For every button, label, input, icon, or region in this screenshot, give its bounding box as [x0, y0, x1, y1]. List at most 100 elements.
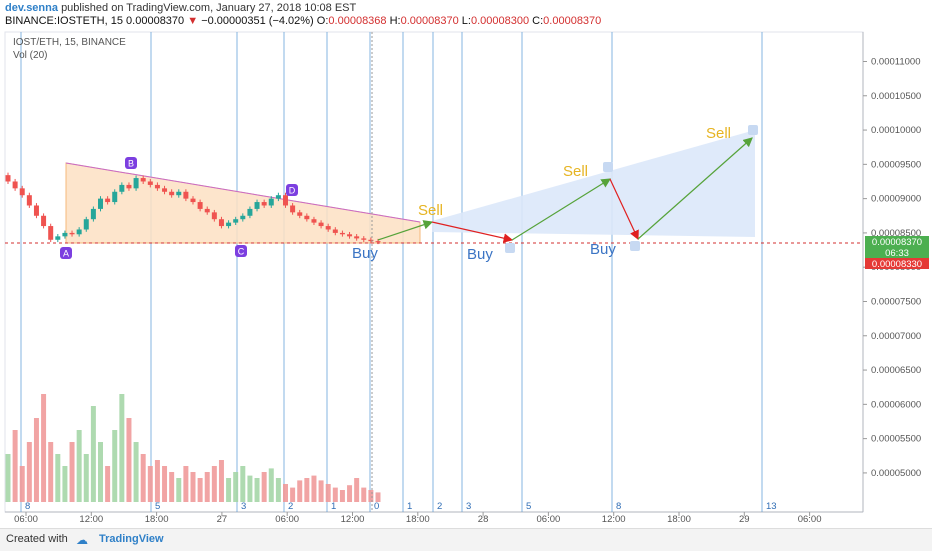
candle-body	[147, 181, 153, 185]
volume-bar	[275, 478, 281, 502]
open-value: 0.00008368	[328, 15, 387, 27]
candle-body	[76, 229, 82, 235]
volume-bar	[12, 430, 18, 502]
low-price-badge-text: 0.00008330	[872, 259, 922, 270]
timer-badge-text: 06:33	[885, 248, 909, 259]
volume-bar	[290, 487, 296, 502]
volume-bar	[247, 475, 253, 502]
candle-body	[204, 208, 210, 213]
footer: Created with ☁ TradingView	[0, 528, 932, 551]
volume-bar	[339, 490, 345, 502]
volume-bar	[90, 406, 96, 502]
fib-zone-count: 8	[25, 501, 30, 512]
volume-bar	[311, 475, 317, 502]
buy-annotation[interactable]: Buy	[467, 246, 493, 263]
open-label: O:	[316, 15, 329, 27]
candle-body	[283, 195, 288, 206]
candle-body	[197, 202, 203, 209]
volume-bar	[304, 478, 310, 502]
volume-bar	[162, 466, 168, 502]
low-label: L:	[461, 15, 471, 27]
volume-bar	[83, 454, 89, 502]
sell-annotation[interactable]: Sell	[418, 202, 443, 219]
price-chart[interactable]: 8 5 3 2 1 0 1 2 3 5 8 13 0.00011000 0.00010500 0.0001…	[0, 0, 932, 528]
volume-bar	[261, 472, 267, 502]
up-arrow	[511, 178, 612, 241]
tradingview-brand-link[interactable]: TradingView	[99, 533, 164, 545]
volume-bar	[347, 485, 353, 502]
volume-bar	[283, 484, 288, 502]
publish-line: dev.senna published on TradingView.com, …	[5, 2, 356, 15]
candlesticks	[5, 172, 381, 245]
last-price-badge	[865, 236, 929, 247]
fib-zone-count: 8	[616, 501, 621, 512]
time-tick-label: 29	[739, 514, 750, 525]
time-tick-label: 06:00	[14, 514, 38, 525]
candle-body	[133, 178, 139, 189]
low-value: 0.00008300	[470, 15, 530, 27]
published-text: published on TradingView.com, January 27…	[61, 2, 357, 14]
candle-body	[169, 191, 175, 196]
price-tick-label: 0.00005000	[871, 468, 921, 479]
legend-volume: Vol (20)	[13, 50, 47, 61]
fib-zone-count: 5	[155, 501, 160, 512]
sell-annotation[interactable]: Sell	[706, 125, 731, 142]
volume-bars	[5, 394, 381, 502]
volume-bar	[33, 418, 39, 502]
up-arrow	[637, 137, 753, 240]
candle-body	[325, 226, 331, 230]
low-price-badge	[865, 258, 929, 269]
pattern-point-label: B	[128, 159, 134, 169]
candle-body	[176, 191, 182, 196]
price-tick-label: 0.00011000	[871, 56, 921, 67]
candle-body	[140, 178, 146, 182]
projection-point-marker	[630, 241, 640, 251]
sell-annotation[interactable]: Sell	[563, 163, 588, 180]
time-tick-label: 06:00	[537, 514, 561, 525]
candle-body	[247, 208, 253, 216]
pattern-point-D[interactable]	[286, 184, 298, 196]
last-price: 0.00008370	[126, 15, 185, 27]
candle-body	[190, 198, 196, 203]
candle-body	[183, 191, 189, 199]
fib-zone-count: 3	[466, 501, 471, 512]
up-arrow	[377, 220, 434, 241]
fib-zone-count: 5	[526, 501, 531, 512]
candle-body	[83, 219, 89, 230]
buy-annotation[interactable]: Buy	[590, 241, 616, 258]
volume-bar	[211, 466, 217, 502]
price-tick-label: 0.00009500	[871, 159, 921, 170]
pattern-point-A[interactable]	[60, 247, 72, 259]
volume-bar	[154, 460, 160, 502]
down-arrow	[609, 178, 639, 241]
volume-bar	[226, 478, 232, 502]
candle-body	[290, 205, 296, 213]
price-tick-label: 0.00010500	[871, 91, 921, 102]
last-price-badge-text: 0.00008370	[872, 237, 922, 248]
projection-point-marker	[603, 162, 613, 172]
time-tick-label: 18:00	[667, 514, 691, 525]
candle-body	[98, 198, 103, 209]
volume-bar	[240, 466, 246, 502]
volume-bar	[5, 454, 11, 502]
price-tick-label: 0.00009000	[871, 194, 921, 205]
time-tick-label: 18:00	[145, 514, 169, 525]
pattern-point-C[interactable]	[235, 245, 247, 257]
candle-body	[62, 232, 68, 237]
buy-annotation[interactable]: Buy	[352, 245, 378, 262]
volume-bar	[268, 468, 274, 502]
pattern-point-B[interactable]	[125, 157, 137, 169]
candle-body	[368, 239, 374, 242]
candle-body	[19, 188, 25, 196]
candle-body	[105, 198, 111, 203]
volume-bar	[375, 492, 381, 502]
time-tick-label: 28	[478, 514, 489, 525]
candle-body	[354, 236, 360, 239]
volume-bar	[133, 442, 139, 502]
candle-body	[119, 184, 125, 192]
price-tick-label: 0.00007500	[871, 296, 921, 307]
close-value: 0.00008370	[543, 15, 602, 27]
author-link[interactable]: dev.senna	[5, 2, 58, 14]
candle-body	[126, 184, 132, 189]
time-tick-label: 12:00	[79, 514, 103, 525]
